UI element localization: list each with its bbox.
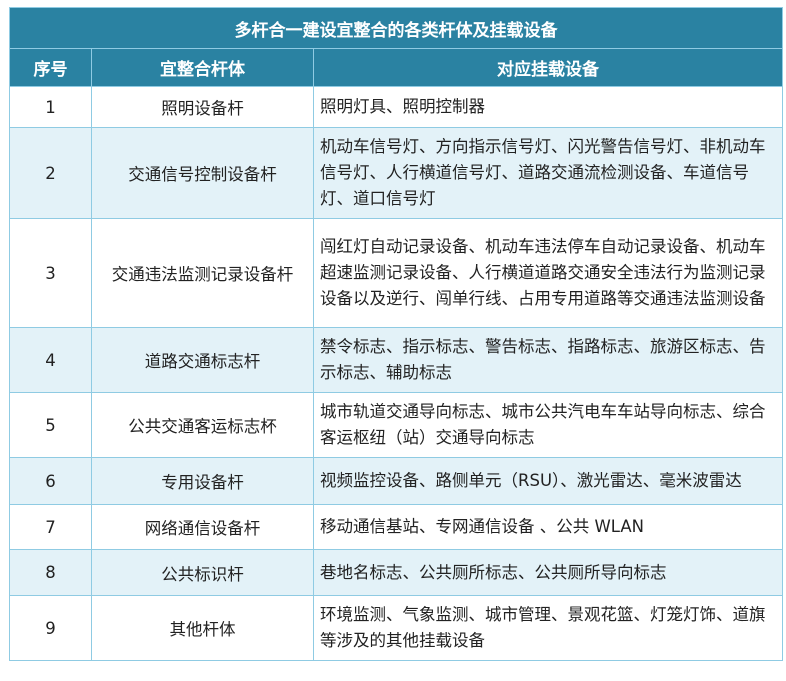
poles-table: 多杆合一建设宜整合的各类杆体及挂载设备 序号 宜整合杆体 对应挂载设备 1 照明… bbox=[9, 7, 783, 661]
row-devices: 机动车信号灯、方向指示信号灯、闪光警告信号灯、非机动车信号灯、人行横道信号灯、道… bbox=[313, 127, 783, 219]
row-pole: 专用设备杆 bbox=[91, 457, 314, 505]
row-pole: 网络通信设备杆 bbox=[91, 504, 314, 550]
header-pole: 宜整合杆体 bbox=[91, 48, 314, 87]
row-no: 6 bbox=[9, 457, 92, 505]
row-pole: 公共交通客运标志杯 bbox=[91, 392, 314, 458]
row-devices: 禁令标志、指示标志、警告标志、指路标志、旅游区标志、告示标志、辅助标志 bbox=[313, 327, 783, 393]
row-no: 5 bbox=[9, 392, 92, 458]
table-row: 6 专用设备杆 视频监控设备、路侧单元（RSU）、激光雷达、毫米波雷达 bbox=[9, 457, 783, 505]
row-pole: 公共标识杆 bbox=[91, 549, 314, 596]
row-pole: 道路交通标志杆 bbox=[91, 327, 314, 393]
row-devices: 城市轨道交通导向标志、城市公共汽电车车站导向标志、综合客运枢纽（站）交通导向标志 bbox=[313, 392, 783, 458]
table-row: 4 道路交通标志杆 禁令标志、指示标志、警告标志、指路标志、旅游区标志、告示标志… bbox=[9, 327, 783, 393]
row-pole: 其他杆体 bbox=[91, 595, 314, 661]
table-title: 多杆合一建设宜整合的各类杆体及挂载设备 bbox=[9, 7, 783, 49]
header-devices: 对应挂载设备 bbox=[313, 48, 783, 87]
row-devices: 照明灯具、照明控制器 bbox=[313, 86, 783, 128]
row-devices: 视频监控设备、路侧单元（RSU）、激光雷达、毫米波雷达 bbox=[313, 457, 783, 505]
table-row: 5 公共交通客运标志杯 城市轨道交通导向标志、城市公共汽电车车站导向标志、综合客… bbox=[9, 392, 783, 458]
row-devices: 巷地名标志、公共厕所标志、公共厕所导向标志 bbox=[313, 549, 783, 596]
row-no: 4 bbox=[9, 327, 92, 393]
row-no: 8 bbox=[9, 549, 92, 596]
row-pole: 照明设备杆 bbox=[91, 86, 314, 128]
table-row: 3 交通违法监测记录设备杆 闯红灯自动记录设备、机动车违法停车自动记录设备、机动… bbox=[9, 218, 783, 328]
row-devices: 环境监测、气象监测、城市管理、景观花篮、灯笼灯饰、道旗等涉及的其他挂载设备 bbox=[313, 595, 783, 661]
row-pole: 交通信号控制设备杆 bbox=[91, 127, 314, 219]
row-pole: 交通违法监测记录设备杆 bbox=[91, 218, 314, 328]
table-row: 7 网络通信设备杆 移动通信基站、专网通信设备 、公共 WLAN bbox=[9, 504, 783, 550]
table-row: 9 其他杆体 环境监测、气象监测、城市管理、景观花篮、灯笼灯饰、道旗等涉及的其他… bbox=[9, 595, 783, 661]
table-row: 2 交通信号控制设备杆 机动车信号灯、方向指示信号灯、闪光警告信号灯、非机动车信… bbox=[9, 127, 783, 219]
row-devices: 闯红灯自动记录设备、机动车违法停车自动记录设备、机动车超速监测记录设备、人行横道… bbox=[313, 218, 783, 328]
row-no: 7 bbox=[9, 504, 92, 550]
row-devices: 移动通信基站、专网通信设备 、公共 WLAN bbox=[313, 504, 783, 550]
row-no: 1 bbox=[9, 86, 92, 128]
table-row: 1 照明设备杆 照明灯具、照明控制器 bbox=[9, 86, 783, 128]
row-no: 2 bbox=[9, 127, 92, 219]
header-no: 序号 bbox=[9, 48, 92, 87]
table-row: 8 公共标识杆 巷地名标志、公共厕所标志、公共厕所导向标志 bbox=[9, 549, 783, 596]
row-no: 3 bbox=[9, 218, 92, 328]
row-no: 9 bbox=[9, 595, 92, 661]
